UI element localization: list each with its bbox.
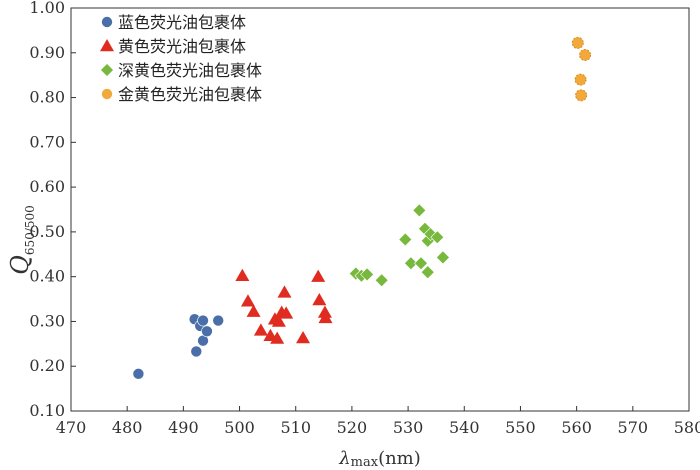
data-point <box>296 331 311 344</box>
x-tick-label: 520 <box>337 418 368 437</box>
data-point <box>246 304 261 317</box>
data-point <box>271 314 286 327</box>
x-axis-label-unit: (nm) <box>378 448 421 469</box>
y-axis-label: Q650/500 <box>6 205 37 275</box>
x-axis-label-subscript: max <box>351 455 379 470</box>
data-point <box>574 73 587 86</box>
data-point <box>579 49 592 62</box>
x-axis-label: λmax(nm) <box>338 448 421 470</box>
data-point <box>430 230 445 245</box>
y-tick-label: 0.30 <box>29 311 65 330</box>
y-tick-label: 1.00 <box>29 0 65 17</box>
data-points <box>132 36 592 380</box>
legend-marker <box>101 88 113 100</box>
data-point <box>403 256 418 271</box>
series-1 <box>132 313 224 380</box>
data-point <box>279 306 294 319</box>
y-tick-label: 0.60 <box>29 177 65 196</box>
y-tick-label: 0.10 <box>29 401 65 420</box>
legend-label: 黄色荧光油包裹体 <box>118 37 246 56</box>
legend-label: 蓝色荧光油包裹体 <box>118 13 246 32</box>
data-point <box>398 232 413 247</box>
legend-marker <box>100 63 114 77</box>
y-tick-label: 0.50 <box>29 222 65 241</box>
y-axis-label-symbol: Q <box>6 255 34 275</box>
y-tick-label: 0.70 <box>29 132 65 151</box>
data-point <box>575 89 588 102</box>
data-point <box>311 269 326 282</box>
y-axis: 0.10 0.20 0.30 0.40 0.50 0.60 0.70 0.80 0.90 1.00 <box>29 0 76 420</box>
x-tick-label: 580 <box>674 418 700 437</box>
data-point <box>414 256 428 271</box>
y-tick-label: 0.20 <box>29 356 65 375</box>
series-4 <box>571 36 592 102</box>
legend-label: 深黄色荧光油包裹体 <box>118 61 262 80</box>
x-tick-label: 500 <box>224 418 255 437</box>
data-point <box>132 368 145 380</box>
y-tick-label: 0.80 <box>29 88 65 107</box>
data-point <box>318 310 333 324</box>
y-tick-label: 0.90 <box>29 43 65 62</box>
data-point <box>240 294 255 307</box>
plot-frame <box>70 7 690 412</box>
data-point <box>412 203 427 218</box>
legend-label: 金黄色荧光油包裹体 <box>118 85 262 104</box>
x-tick-label: 480 <box>112 418 143 437</box>
data-point <box>212 314 224 327</box>
x-tick-label: 540 <box>449 418 480 437</box>
data-point <box>435 250 450 265</box>
data-point <box>253 323 268 336</box>
data-point <box>190 345 203 358</box>
x-axis: 470 480 490 500 510 520 530 540 550 560 570 580 <box>56 406 700 437</box>
x-tick-label: 470 <box>56 418 87 437</box>
legend-marker <box>100 39 114 52</box>
data-point <box>235 268 250 282</box>
data-point <box>270 331 285 344</box>
data-point <box>201 325 213 338</box>
legend-marker <box>101 16 113 28</box>
x-tick-label: 490 <box>168 418 199 437</box>
y-tick-label: 0.40 <box>29 267 65 286</box>
y-axis-label-subscript: 650/500 <box>23 205 37 255</box>
data-point <box>317 305 332 318</box>
data-point <box>277 285 292 298</box>
x-tick-label: 570 <box>618 418 649 437</box>
x-tick-label: 530 <box>393 418 424 437</box>
data-point <box>420 265 435 280</box>
data-point <box>571 36 584 49</box>
x-axis-label-symbol: λ <box>338 448 350 469</box>
data-point <box>312 292 327 306</box>
data-point <box>197 314 209 327</box>
series-3 <box>348 203 450 288</box>
data-point <box>360 267 375 282</box>
x-tick-label: 550 <box>505 418 536 437</box>
data-point <box>374 273 389 288</box>
x-tick-label: 560 <box>561 418 592 437</box>
x-tick-label: 510 <box>280 418 311 437</box>
series-2 <box>235 268 333 344</box>
